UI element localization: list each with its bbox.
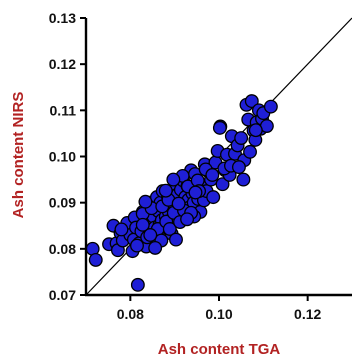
data-point [143,228,158,242]
y-axis-title: Ash content NIRS [10,92,27,219]
x-tick-label: 0.08 [117,306,144,322]
data-point [231,160,246,175]
data-point [234,131,249,145]
data-point [114,222,129,237]
y-tick-label: 0.07 [49,287,76,303]
data-point [166,172,181,187]
y-tick-label: 0.08 [49,241,76,257]
data-point [162,222,177,236]
y-tick-label: 0.13 [49,10,76,26]
data-point [180,212,195,227]
data-point [158,183,173,198]
data-point [130,277,145,292]
data-point [263,99,278,114]
data-point [138,194,153,209]
data-point [244,94,259,109]
y-tick-label: 0.12 [49,56,76,72]
data-point [212,120,227,135]
data-point [205,168,220,182]
data-point [171,196,186,211]
data-point [169,232,183,247]
y-axis-ticks: 0.07 0.08 0.09 0.10 0.11 0.12 0.13 [49,10,86,303]
data-point [130,238,144,253]
x-axis-ticks: 0.08 0.10 0.12 [117,295,322,322]
data-point [206,190,221,205]
y-tick-label: 0.10 [49,149,76,165]
y-tick-label: 0.11 [50,102,77,118]
data-point [148,240,163,255]
data-point [215,177,230,192]
data-point [135,217,150,232]
x-tick-label: 0.12 [294,306,321,322]
data-points [85,94,278,292]
x-tick-label: 0.10 [205,306,232,322]
y-tick-label: 0.09 [49,195,76,211]
data-point [243,144,257,159]
data-point [248,123,263,138]
data-point [188,185,203,200]
data-point [88,252,103,267]
data-point [236,172,251,187]
x-axis-title: Ash content TGA [158,341,281,358]
